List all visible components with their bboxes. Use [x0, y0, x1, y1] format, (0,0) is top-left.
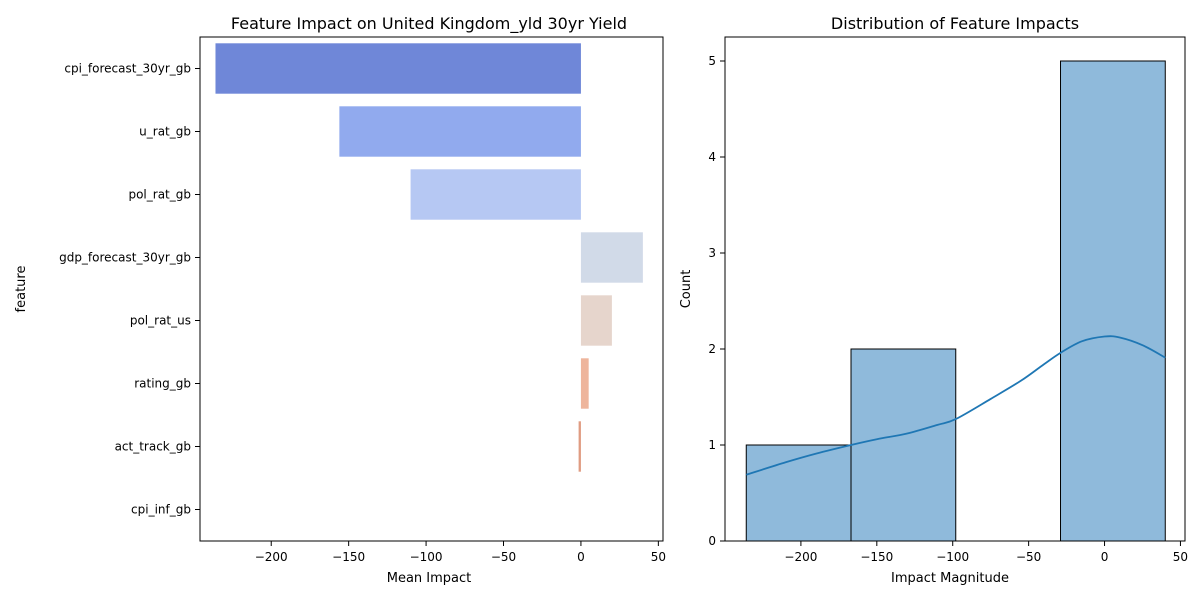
chart1-y-tick-label: pol_rat_us — [130, 314, 191, 328]
feature-impact-chart: Feature Impact on United Kingdom_yld 30y… — [14, 14, 666, 586]
chart2-x-tick-label: −150 — [860, 550, 893, 564]
chart1-y-tick-label: act_track_gb — [115, 440, 191, 454]
bar-pol_rat_gb — [410, 169, 581, 220]
chart2-x-ticks: −200 −150 −100 −50 0 50 — [784, 541, 1188, 564]
chart1-title: Feature Impact on United Kingdom_yld 30y… — [231, 14, 627, 34]
chart2-y-tick-label: 5 — [708, 54, 716, 68]
bar-rating_gb — [580, 358, 589, 409]
chart2-x-tick-label: 50 — [1173, 550, 1188, 564]
chart1-x-tick-label: −100 — [410, 550, 443, 564]
hist-bin-0 — [745, 444, 852, 542]
hist-bin-1 — [850, 348, 957, 542]
chart1-x-tick-label: −50 — [491, 550, 516, 564]
chart2-y-tick-label: 2 — [708, 342, 716, 356]
chart2-y-tick-label: 4 — [708, 150, 716, 164]
chart2-y-axis-label: Count — [679, 270, 694, 309]
chart2-y-ticks: 0 1 2 3 4 5 — [708, 54, 725, 548]
chart2-x-tick-label: −100 — [936, 550, 969, 564]
hist-bin-3 — [1060, 60, 1166, 542]
chart1-x-axis-label: Mean Impact — [387, 571, 472, 586]
chart1-y-axis-label: feature — [14, 266, 29, 313]
chart1-x-ticks: −200 −150 −100 −50 0 50 — [255, 541, 666, 564]
chart1-y-tick-label: pol_rat_gb — [128, 188, 191, 202]
chart1-y-tick-label: cpi_inf_gb — [131, 503, 191, 517]
chart2-y-tick-label: 0 — [708, 534, 716, 548]
bar-pol_rat_us — [580, 295, 612, 346]
chart1-x-tick-label: −200 — [255, 550, 288, 564]
chart1-bars — [215, 43, 643, 472]
chart2-x-tick-label: 0 — [1101, 550, 1109, 564]
chart2-bars — [745, 60, 1166, 542]
chart2-x-tick-label: −50 — [1016, 550, 1041, 564]
chart1-plot-frame — [199, 36, 664, 542]
chart1-y-tick-label: gdp_forecast_30yr_gb — [59, 251, 191, 265]
chart1-y-tick-label: rating_gb — [134, 377, 191, 391]
bar-cpi_forecast_30yr_gb — [215, 43, 581, 94]
chart1-x-tick-label: −150 — [332, 550, 365, 564]
chart1-x-tick-label: 0 — [577, 550, 585, 564]
chart2-x-tick-label: −200 — [784, 550, 817, 564]
chart1-y-tick-label: u_rat_gb — [139, 125, 191, 139]
chart2-y-tick-label: 3 — [708, 246, 716, 260]
chart1-y-tick-label: cpi_forecast_30yr_gb — [64, 62, 191, 76]
chart2-y-tick-label: 1 — [708, 438, 716, 452]
chart2-title: Distribution of Feature Impacts — [831, 14, 1079, 33]
chart2-x-axis-label: Impact Magnitude — [891, 571, 1009, 586]
chart1-y-ticks: cpi_forecast_30yr_gb u_rat_gb pol_rat_gbgd… — [59, 62, 200, 517]
bar-act_track_gb — [578, 421, 581, 472]
chart2-plot-frame — [724, 36, 1186, 542]
chart2-kde-line — [745, 335, 1166, 476]
bar-gdp_forecast_30yr_gb — [580, 232, 643, 283]
bar-u_rat_gb — [339, 106, 581, 157]
chart1-x-tick-label: 50 — [651, 550, 666, 564]
impact-distribution-chart: Distribution of Feature Impacts 0 1 2 3 4 5 −… — [679, 14, 1188, 586]
